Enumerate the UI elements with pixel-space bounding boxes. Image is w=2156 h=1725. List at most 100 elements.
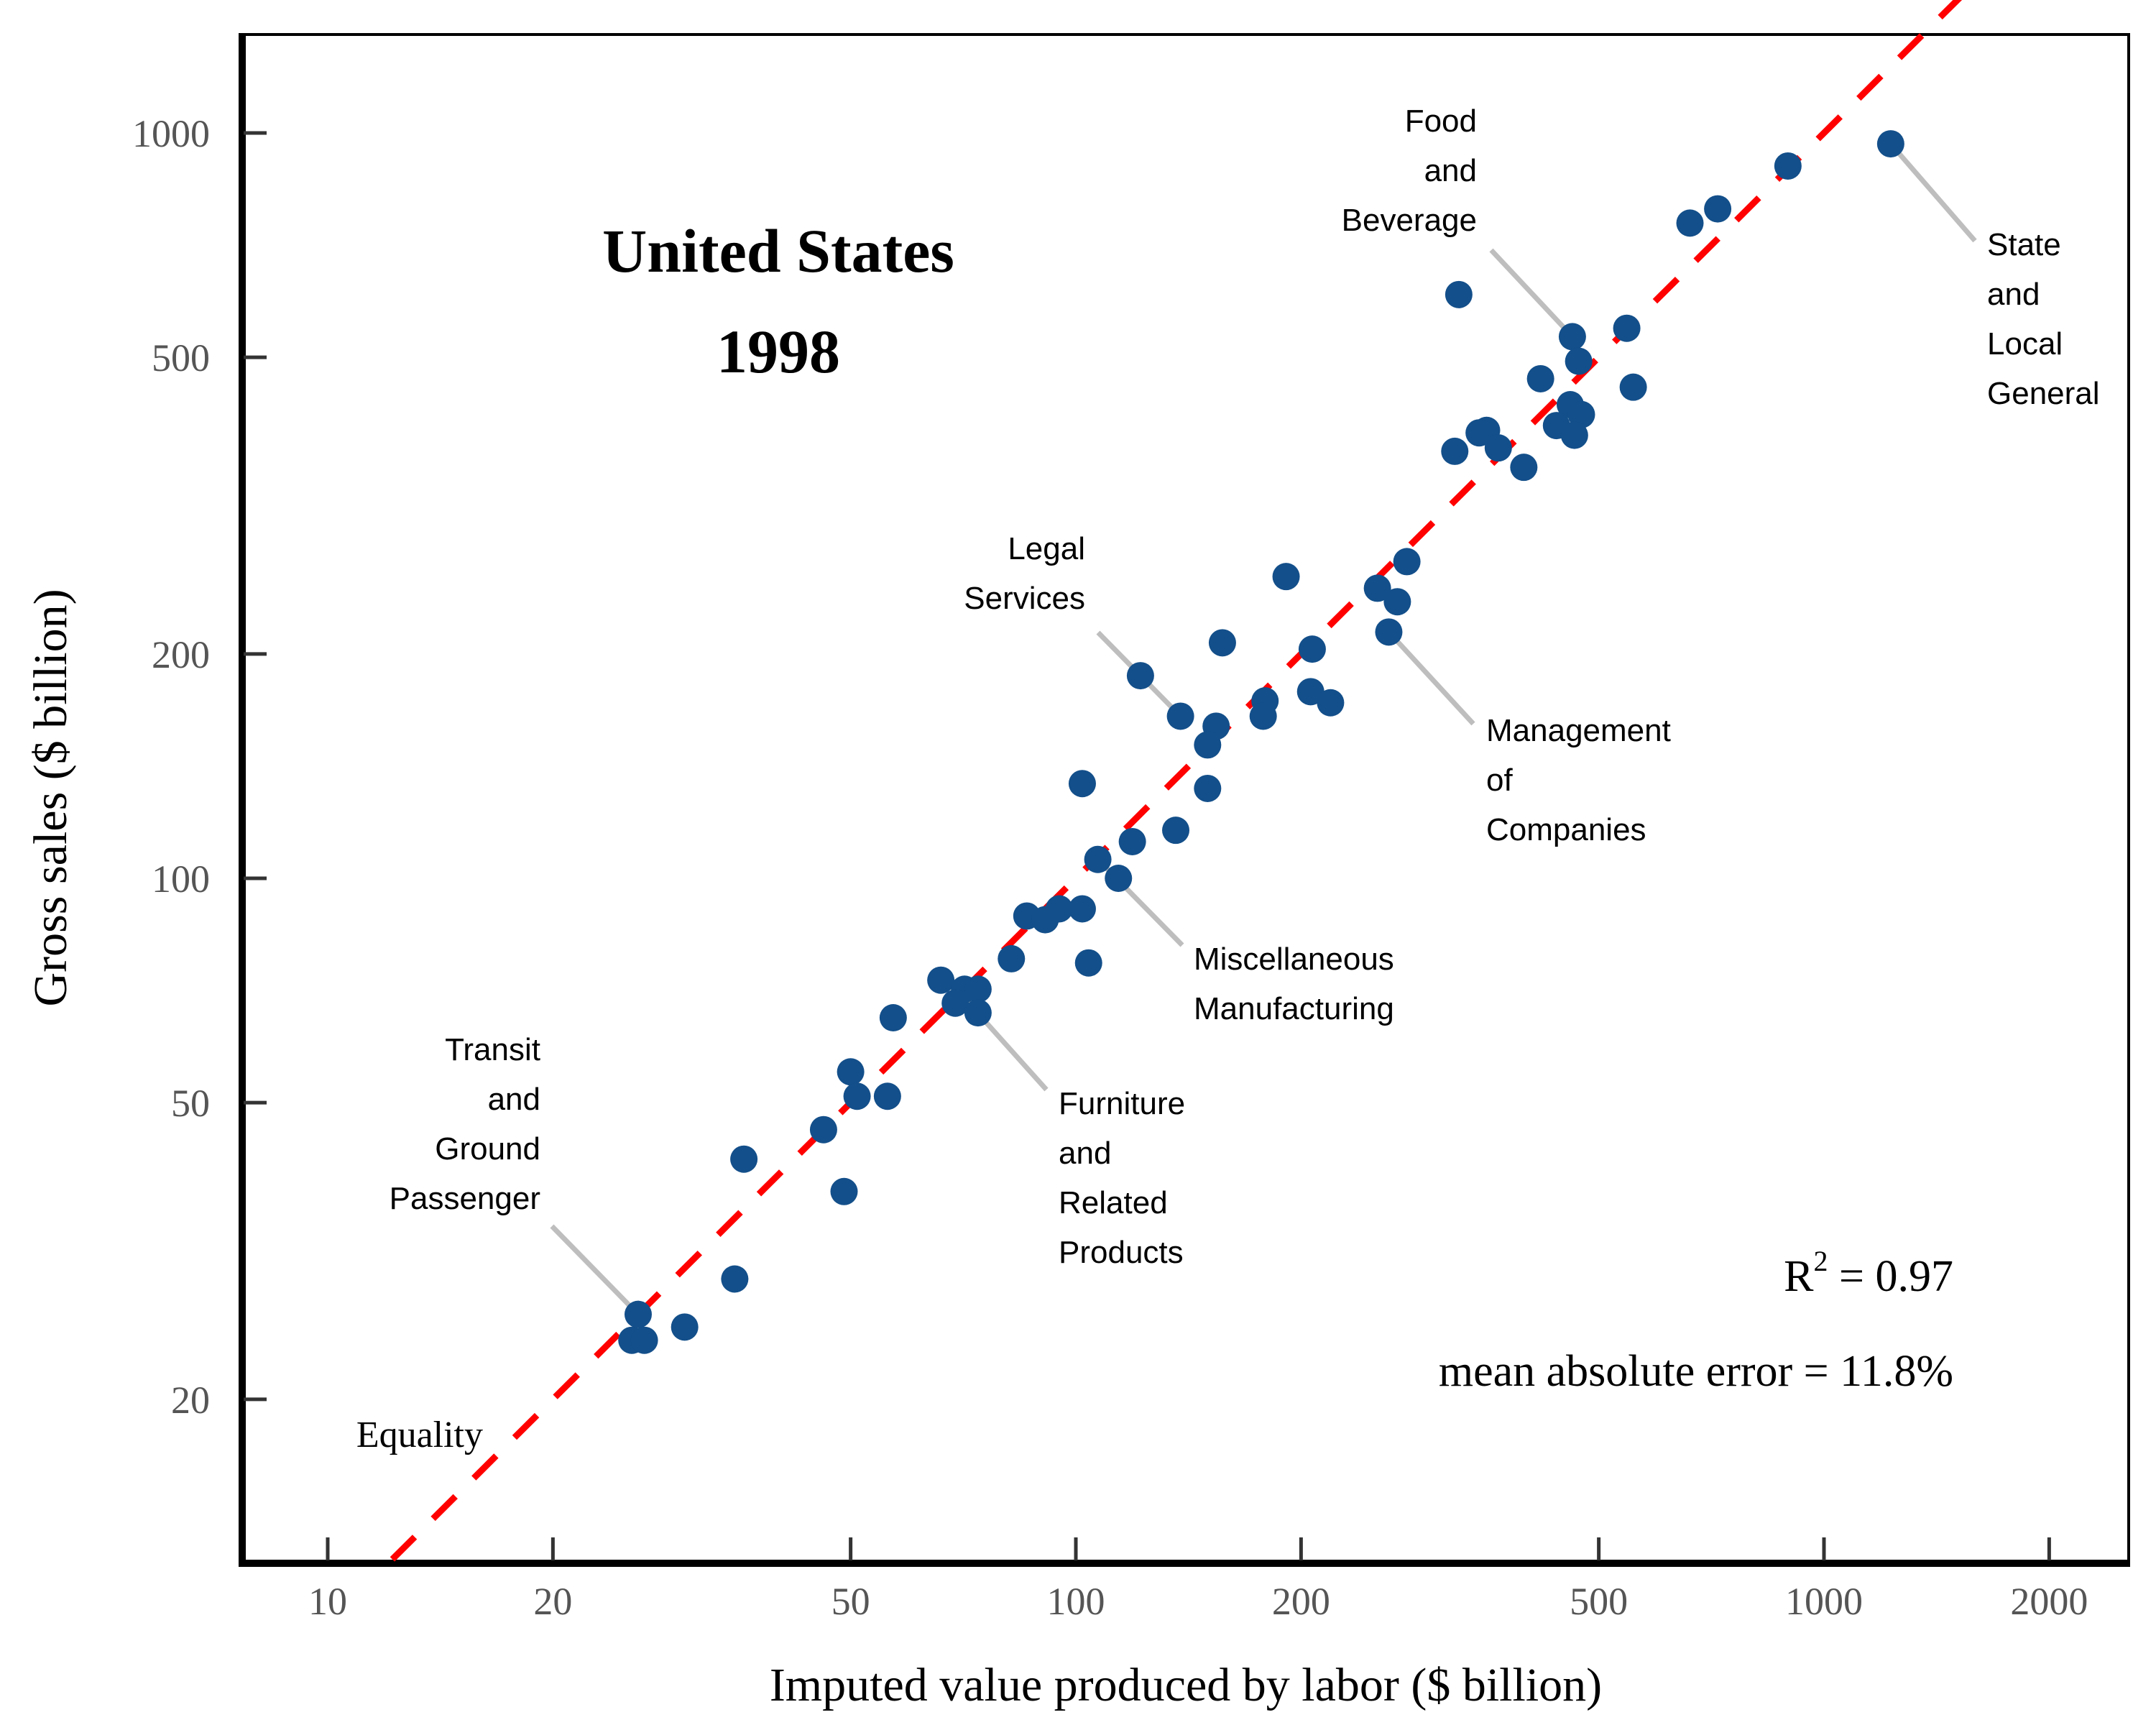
data-point	[1567, 400, 1595, 428]
y-axis-title: Gross sales ($ billion)	[24, 589, 77, 1006]
data-point	[1074, 949, 1102, 977]
annotation-label-line: Miscellaneous	[1194, 942, 1394, 977]
data-point	[1876, 130, 1904, 158]
x-tick-label: 100	[1047, 1580, 1105, 1623]
annotation-label-line: General	[1987, 376, 2100, 411]
chart-title: United States	[602, 216, 954, 285]
annotation-label: Miscellaneous Manufacturing	[1194, 942, 1394, 1026]
annotation-label-line: Ground	[435, 1131, 540, 1167]
annotation-label-line: Local	[1987, 326, 2063, 362]
data-point	[843, 1082, 871, 1110]
data-point	[1162, 816, 1190, 845]
annotation-label: Transit and Ground Passenger	[390, 1032, 540, 1216]
annotation-leader-line	[1386, 630, 1475, 726]
x-tick-label: 10	[308, 1580, 347, 1623]
data-point	[1105, 865, 1133, 892]
annotation-leader-line	[550, 1224, 640, 1317]
data-point	[1445, 280, 1473, 308]
data-point	[1068, 770, 1096, 798]
annotation-label: State and Local General	[1987, 227, 2100, 411]
r-squared-value: = 0.97	[1828, 1252, 1953, 1301]
annotation-label-line: State	[1987, 227, 2061, 262]
annotation-label-line: and	[1059, 1136, 1111, 1171]
x-tick-label: 500	[1570, 1580, 1628, 1623]
x-axis-ticks: 10 20 50 100 200 500 1000 2000	[308, 1537, 2088, 1623]
data-point	[1208, 629, 1236, 657]
x-tick-label: 200	[1272, 1580, 1330, 1623]
data-point	[1375, 618, 1403, 646]
annotation-label: Management of Companies	[1486, 713, 1671, 847]
data-point	[1118, 827, 1146, 855]
y-tick-label: 20	[171, 1379, 210, 1422]
data-point	[1676, 209, 1704, 237]
plot-area	[239, 33, 2130, 1567]
r-squared-superscript: 2	[1814, 1245, 1828, 1277]
annotation-label-line: Food	[1405, 104, 1477, 139]
annotation-label: Legal Services	[964, 531, 1085, 616]
x-tick-label: 50	[831, 1580, 870, 1623]
data-point	[624, 1300, 652, 1328]
data-point	[1704, 195, 1732, 223]
data-point	[873, 1082, 901, 1110]
annotation-label-line: Furniture	[1059, 1086, 1185, 1121]
data-point	[1045, 895, 1073, 923]
annotation-label-line: and	[488, 1082, 540, 1117]
chart-subtitle: 1998	[717, 317, 840, 386]
data-point	[730, 1145, 758, 1173]
annotation-label-line: Legal	[1008, 531, 1085, 566]
data-point	[1441, 437, 1469, 465]
x-axis-title: Imputed value produced by labor ($ billi…	[770, 1659, 1602, 1711]
annotation-label-line: and	[1424, 153, 1477, 188]
annotation-label-line: Products	[1059, 1235, 1184, 1270]
data-point	[1393, 548, 1421, 576]
data-point	[671, 1313, 699, 1341]
data-point	[1363, 574, 1391, 602]
equality-label: Equality	[356, 1414, 483, 1455]
data-point	[964, 975, 992, 1003]
data-point	[1774, 152, 1802, 180]
annotation-leader-line	[1889, 142, 1977, 243]
data-point	[1526, 364, 1554, 392]
annotation-label-line: Services	[964, 581, 1085, 616]
data-point	[1565, 347, 1593, 375]
plot-frame	[241, 33, 2130, 1563]
data-point	[998, 944, 1026, 972]
annotation-leader-line	[1489, 248, 1575, 339]
r-squared-symbol: R	[1784, 1252, 1814, 1301]
data-point	[1166, 702, 1194, 730]
y-axis-ticks: 20 50 100 200 500 1000	[132, 112, 267, 1422]
y-tick-label: 200	[152, 633, 210, 676]
data-points	[618, 130, 1904, 1354]
y-tick-label: 500	[152, 336, 210, 380]
data-point	[630, 1326, 658, 1354]
x-tick-label: 20	[533, 1580, 572, 1623]
annotation-labels: Food and Beverage State and Local General Legal…	[390, 104, 2100, 1270]
data-point	[837, 1058, 865, 1086]
annotation-label-line: Manufacturing	[1194, 991, 1394, 1026]
data-point	[927, 966, 955, 994]
annotation-label-line: Passenger	[390, 1181, 540, 1216]
data-point	[1560, 421, 1588, 449]
data-point	[1249, 702, 1277, 730]
data-point	[1613, 314, 1641, 342]
data-point	[1298, 635, 1326, 663]
y-tick-label: 100	[152, 857, 210, 901]
data-point	[1194, 774, 1222, 802]
data-point	[721, 1265, 749, 1293]
x-tick-label: 2000	[2010, 1580, 2088, 1623]
annotation-label-line: Related	[1059, 1185, 1168, 1220]
data-point	[809, 1116, 837, 1144]
annotation-label-line: Companies	[1486, 812, 1646, 847]
data-point	[941, 989, 969, 1017]
data-point	[1465, 419, 1493, 447]
data-point	[1510, 454, 1538, 482]
annotation-label-line: Beverage	[1342, 203, 1477, 238]
annotation-label: Food and Beverage	[1342, 104, 1477, 238]
equality-line	[390, 0, 1963, 1562]
x-tick-label: 1000	[1785, 1580, 1863, 1623]
mae-stat: mean absolute error = 11.8%	[1439, 1347, 1953, 1396]
data-point	[1484, 434, 1512, 462]
annotation-label: Furniture and Related Products	[1059, 1086, 1185, 1270]
data-point	[1068, 895, 1096, 923]
